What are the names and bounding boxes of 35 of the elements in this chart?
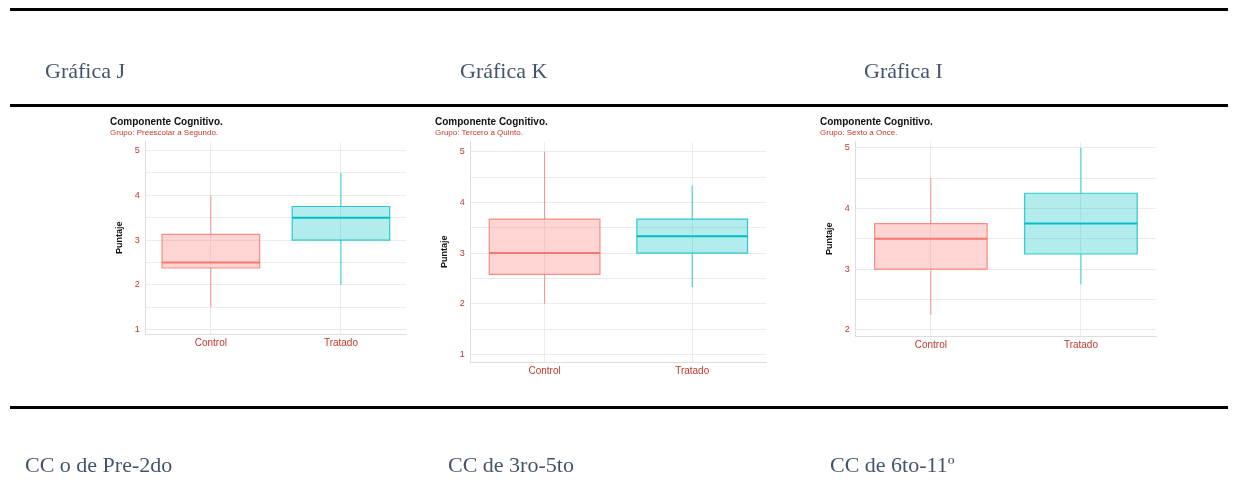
chart-subtitle: Grupo: Sexto a Once.	[820, 128, 898, 137]
y-tick-label: 4	[459, 196, 465, 207]
y-tick-label: 2	[459, 298, 465, 309]
y-axis-title: Puntaje	[438, 235, 449, 269]
text: CC o de Pre-2do	[25, 452, 173, 478]
y-tick-label: 5	[459, 146, 465, 157]
y-tick-label: 5	[134, 145, 140, 156]
y-tick-label: 3	[134, 234, 140, 245]
y-tick-label: 3	[844, 263, 850, 274]
y-tick-label: 5	[844, 142, 850, 153]
y-tick-label: 2	[134, 279, 140, 290]
y-tick-label: 1	[134, 324, 140, 335]
y-tick-label: 1	[459, 348, 465, 359]
chart-subtitle: Grupo: Preescolar a Segundo.	[110, 128, 219, 137]
y-tick-label: 4	[844, 202, 850, 213]
y-tick-label: 3	[459, 247, 465, 258]
y-tick-label: 4	[134, 189, 140, 200]
y-tick-label: 2	[844, 324, 850, 335]
chart-title: Componente Cognitivo.	[820, 115, 933, 127]
y-axis-title: Puntaje	[113, 221, 124, 255]
x-tick-label: Control	[194, 336, 227, 348]
x-tick-label: Control	[528, 364, 561, 376]
y-axis-title: Puntaje	[823, 222, 834, 256]
chart-subtitle: Grupo: Tercero a Quinto.	[435, 128, 523, 137]
chart-title: Componente Cognitivo.	[435, 115, 548, 127]
text: CC de 3ro-5to	[448, 452, 574, 478]
text: Gráfica I	[864, 58, 943, 84]
x-tick-label: Tratado	[1063, 338, 1099, 350]
text: Gráfica J	[45, 58, 126, 84]
text: CC de 6to-11º	[830, 452, 955, 478]
x-tick-label: Tratado	[323, 336, 359, 348]
chart-title: Componente Cognitivo.	[110, 115, 223, 127]
text: Gráfica K	[460, 58, 548, 84]
x-tick-label: Tratado	[675, 364, 710, 376]
x-tick-label: Control	[914, 338, 947, 350]
